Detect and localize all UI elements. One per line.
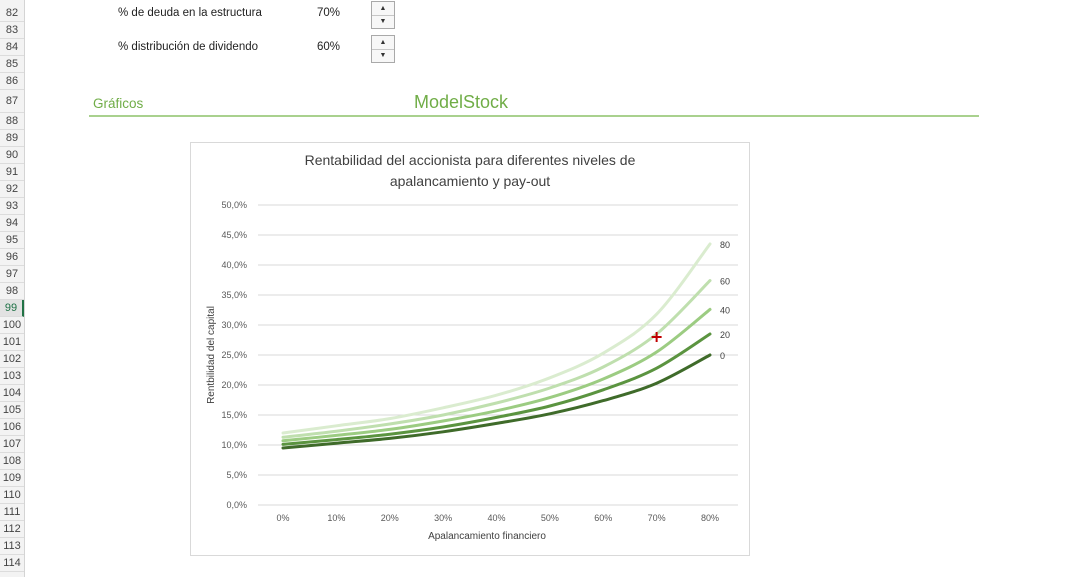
y-tick-label: 30,0% (221, 320, 247, 330)
debt-spinner-up-button[interactable]: ▲ (372, 2, 394, 16)
row-header-83[interactable]: 83 (0, 22, 24, 39)
x-tick-label: 70% (648, 513, 666, 523)
row-header-98[interactable]: 98 (0, 283, 24, 300)
chart-title-line2: apalancamiento y pay-out (390, 173, 550, 189)
y-tick-label: 10,0% (221, 440, 247, 450)
series-label-40: 40 (720, 305, 730, 315)
dividend-distribution-value: 60% (317, 41, 341, 53)
series-line-20 (281, 332, 712, 446)
dividend-distribution-spinner[interactable]: ▲ ▼ (371, 35, 395, 63)
row-header-104[interactable]: 104 (0, 385, 24, 402)
dividend-distribution-label: % distribución de dividendo (118, 41, 259, 53)
debt-spinner-down-button[interactable]: ▼ (379, 18, 387, 25)
y-tick-label: 45,0% (221, 230, 247, 240)
y-tick-label: 15,0% (221, 410, 247, 420)
x-tick-label: 60% (594, 513, 612, 523)
row-header-99[interactable]: 99 (0, 300, 24, 317)
series-line-0 (281, 353, 712, 450)
section-title: Gráficos (93, 96, 144, 111)
series-line-80 (281, 242, 712, 435)
row-header-101[interactable]: 101 (0, 334, 24, 351)
brand-title: ModelStock (414, 92, 509, 112)
y-tick-label: 50,0% (221, 200, 247, 210)
row-header-102[interactable]: 102 (0, 351, 24, 368)
series-line-40 (281, 307, 712, 443)
debt-percentage-spinner[interactable]: ▲ ▼ (371, 1, 395, 29)
row-header-97[interactable]: 97 (0, 266, 24, 283)
row-headers: 82 83 84 85 86 87 88 89 90 91 92 93 94 95 96 97 98 99 100 1… (0, 0, 25, 577)
section-divider (89, 115, 979, 117)
y-tick-label: 40,0% (221, 260, 247, 270)
row-header-103[interactable]: 103 (0, 368, 24, 385)
row-header-113[interactable]: 113 (0, 538, 24, 555)
shareholder-return-chart: Rentabilidad del accionista para diferen… (206, 152, 738, 542)
row-header-110[interactable]: 110 (0, 487, 24, 504)
x-tick-label: 30% (434, 513, 452, 523)
row-header-109[interactable]: 109 (0, 470, 24, 487)
row-header-112[interactable]: 112 (0, 521, 24, 538)
x-tick-label: 20% (381, 513, 399, 523)
x-axis-title: Apalancamiento financiero (428, 531, 546, 542)
row-header-87[interactable]: 87 (0, 90, 24, 113)
y-axis-title: Rentbilidad del capital (206, 306, 217, 404)
dividend-spinner-down-button[interactable]: ▼ (379, 52, 387, 59)
chart-area[interactable]: Rentabilidad del accionista para diferen… (190, 142, 750, 556)
row-header-100[interactable]: 100 (0, 317, 24, 334)
row-header-106[interactable]: 106 (0, 419, 24, 436)
x-tick-label: 0% (276, 513, 289, 523)
row-header-89[interactable]: 89 (0, 130, 24, 147)
y-tick-label: 0,0% (226, 500, 247, 510)
x-tick-label: 10% (327, 513, 345, 523)
y-tick-label: 35,0% (221, 290, 247, 300)
row-header-96[interactable]: 96 (0, 249, 24, 266)
row-header-111[interactable]: 111 (0, 504, 24, 521)
x-tick-label: 80% (701, 513, 719, 523)
row-header-108[interactable]: 108 (0, 453, 24, 470)
chart-title-line1: Rentabilidad del accionista para diferen… (305, 152, 636, 168)
series-label-80: 80 (720, 240, 730, 250)
row-header-88[interactable]: 88 (0, 113, 24, 130)
y-tick-label: 20,0% (221, 380, 247, 390)
dividend-spinner-up-button[interactable]: ▲ (372, 36, 394, 50)
y-tick-label: 5,0% (226, 470, 247, 480)
row-header-107[interactable]: 107 (0, 436, 24, 453)
row-header-105[interactable]: 105 (0, 402, 24, 419)
row-header-93[interactable]: 93 (0, 198, 24, 215)
series-label-60: 60 (720, 277, 730, 287)
x-tick-label: 50% (541, 513, 559, 523)
row-header-85[interactable]: 85 (0, 56, 24, 73)
x-tick-label: 40% (487, 513, 505, 523)
debt-percentage-label: % de deuda en la estructura (118, 7, 262, 19)
series-line-60 (281, 279, 712, 439)
row-header-86[interactable]: 86 (0, 73, 24, 90)
row-header-91[interactable]: 91 (0, 164, 24, 181)
row-header-114[interactable]: 114 (0, 555, 24, 572)
row-header-90[interactable]: 90 (0, 147, 24, 164)
row-header-94[interactable]: 94 (0, 215, 24, 232)
y-tick-label: 25,0% (221, 350, 247, 360)
series-label-0: 0 (720, 351, 725, 361)
debt-percentage-value: 70% (317, 7, 341, 19)
row-header-95[interactable]: 95 (0, 232, 24, 249)
row-header-82[interactable]: 82 (0, 5, 24, 22)
row-header-84[interactable]: 84 (0, 39, 24, 56)
series-label-20: 20 (720, 330, 730, 340)
row-header-92[interactable]: 92 (0, 181, 24, 198)
